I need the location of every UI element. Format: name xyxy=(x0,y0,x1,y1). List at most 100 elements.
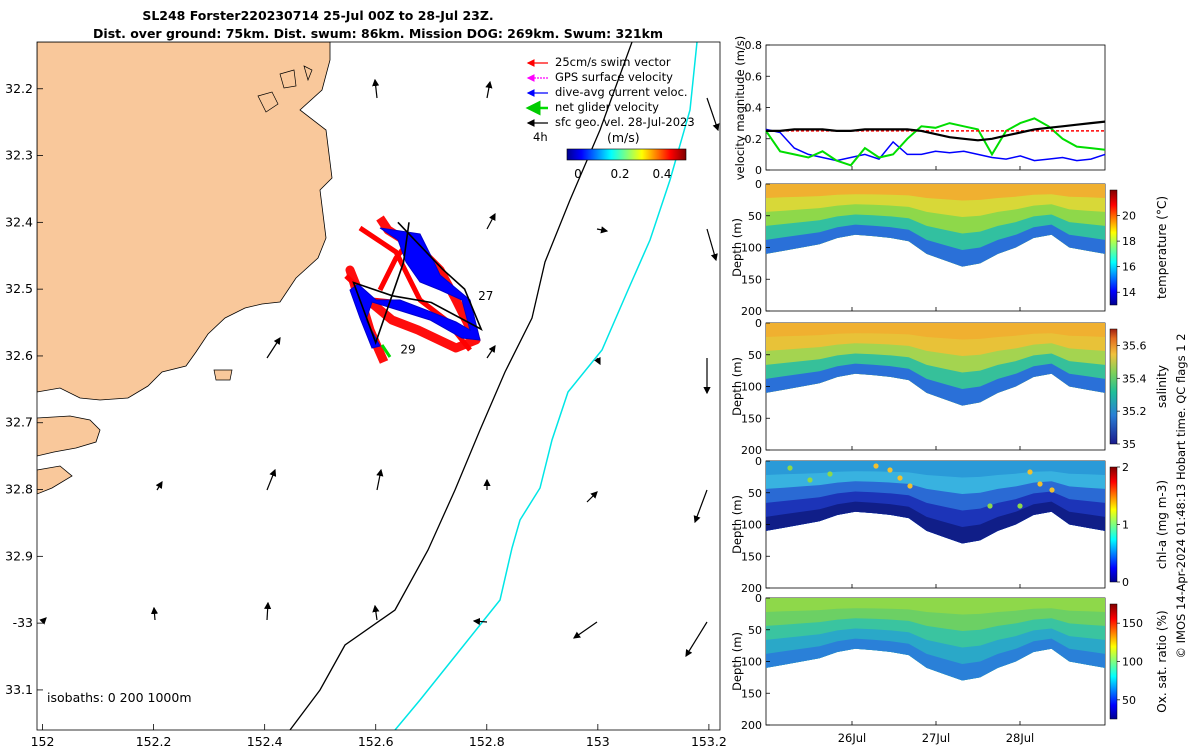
depth-tick-label: 150 xyxy=(741,550,762,563)
panel-colorbar xyxy=(1109,466,1118,583)
panel-colorbar xyxy=(1109,189,1118,306)
colorbar-tick-label: 14 xyxy=(1122,286,1136,299)
isobath-200m xyxy=(289,42,633,730)
velocity-plot-area xyxy=(765,44,1106,171)
lat-tick-label: 32.6 xyxy=(5,348,33,363)
geo-vector xyxy=(706,228,718,262)
colorbar-tick: 0 xyxy=(574,167,582,181)
legend-label: sfc geo. vel. 28-Jul-2023 xyxy=(555,115,695,129)
colorbar-tick-label: 100 xyxy=(1122,656,1143,669)
lat-tick-label: 32.8 xyxy=(5,482,33,497)
chl-sample-dot xyxy=(897,475,903,481)
chl-sample-dot xyxy=(807,477,813,483)
depth-tick-label: 200 xyxy=(741,444,762,457)
geo-vector xyxy=(486,212,496,230)
coastline-islands xyxy=(213,65,313,381)
geo-vector xyxy=(264,601,272,621)
colorbar-tick-label: 35.6 xyxy=(1122,339,1147,352)
chl-sample-dot xyxy=(1037,481,1043,487)
depth-tick-label: 50 xyxy=(748,624,762,637)
chl-sample-dot xyxy=(1049,487,1055,493)
chl-sample-dot xyxy=(987,503,993,509)
legend-item-gps-velocity: GPS surface velocity xyxy=(526,70,673,84)
velocity-series-line xyxy=(765,128,1106,162)
depth-tick-label: 200 xyxy=(741,305,762,318)
geo-vector xyxy=(485,80,493,99)
colorbar-title: (m/s) xyxy=(607,130,640,145)
lat-tick-label: -33 xyxy=(13,615,33,630)
geo-vector xyxy=(586,491,598,503)
lon-tick-label: 152.4 xyxy=(247,734,283,749)
depth-panel: 0 50 100 150 200 Depth (m) 35 35.2 35.4 35.6 salin… xyxy=(730,317,1169,457)
legend-label: GPS surface velocity xyxy=(555,70,673,84)
depth-panel: 0 50 100 150 200 Depth (m) 14 16 18 20 temperature… xyxy=(730,178,1169,318)
map-panel: 27 29 152 152.2 152.4 152.6 152.8 153 153.2 32… xyxy=(5,41,727,749)
colorbar-tick-label: 150 xyxy=(1122,617,1143,630)
depth-tick-label: 150 xyxy=(741,273,762,286)
depth-tick-label: 150 xyxy=(741,412,762,425)
legend-item-net-glider: net glider velocity xyxy=(525,100,659,116)
colorbar-tick-label: 0 xyxy=(1122,576,1129,589)
date-tick-label: 28Jul xyxy=(1006,731,1035,745)
colorbar-tick: 0.2 xyxy=(610,167,629,181)
depth-axis-label: Depth (m) xyxy=(730,218,744,277)
colorbar-tick-label: 1 xyxy=(1122,519,1129,532)
lon-tick-label: 153.2 xyxy=(691,734,727,749)
chl-sample-dot xyxy=(907,483,913,489)
depth-tick-label: 200 xyxy=(741,582,762,595)
velocity-ytick-label: 0 xyxy=(755,164,762,177)
day-marker-label-27: 27 xyxy=(478,289,493,303)
lon-tick-label: 152.8 xyxy=(469,734,505,749)
geo-vector xyxy=(596,226,609,234)
geo-vector xyxy=(685,621,708,658)
lat-tick-label: 32.2 xyxy=(5,81,33,96)
date-axis-ticks: 26Jul 27Jul 28Jul xyxy=(838,166,1035,745)
geo-vector xyxy=(155,480,163,491)
geo-vector xyxy=(376,468,384,491)
colorbar-tick-label: 16 xyxy=(1122,261,1136,274)
colorbar-label: Ox. sat. ratio (%) xyxy=(1155,610,1169,712)
geo-vector xyxy=(573,621,598,639)
geo-vector xyxy=(706,97,720,132)
lon-tick-label: 153 xyxy=(586,734,610,749)
geo-vector xyxy=(266,468,277,491)
copyright-note: © IMOS 14-Apr-2024 01:48:13 Hobart time.… xyxy=(1174,333,1188,658)
map-frame xyxy=(36,41,721,731)
colorbar-tick-label: 50 xyxy=(1122,694,1136,707)
chl-sample-dot xyxy=(887,467,893,473)
velocity-series-line xyxy=(765,117,1106,167)
lat-tick-label: 32.9 xyxy=(5,548,33,563)
geo-vector xyxy=(150,606,159,621)
legend-label: 25cm/s swim vector xyxy=(555,55,671,69)
geo-vector xyxy=(372,604,380,621)
lat-tick-label: 32.3 xyxy=(5,148,33,163)
chl-sample-dot xyxy=(787,465,793,471)
chl-sample-dot xyxy=(873,463,879,469)
section-layer xyxy=(766,501,1105,544)
depth-tick-label: 0 xyxy=(755,592,762,605)
depth-axis-label: Depth (m) xyxy=(730,632,744,691)
net-glider-velocity-segment xyxy=(380,344,392,358)
geo-vector xyxy=(266,336,281,359)
coastline-land xyxy=(37,42,333,401)
depth-tick-label: 100 xyxy=(741,519,762,532)
geo-vector xyxy=(372,78,380,99)
geo-vector xyxy=(39,617,47,625)
speed-colorbar xyxy=(566,148,687,161)
date-tick-label: 27Jul xyxy=(922,731,951,745)
geo-vector xyxy=(486,345,496,359)
section-layer xyxy=(766,638,1105,681)
depth-tick-label: 100 xyxy=(741,656,762,669)
colorbar-tick-label: 35.4 xyxy=(1122,372,1147,385)
chl-sample-dot xyxy=(1017,503,1023,509)
legend-item-swim-vector: 25cm/s swim vector xyxy=(526,55,671,69)
depth-panel: 0 50 100 150 200 Depth (m) 50 100 150 Ox. sat. ra… xyxy=(730,592,1169,732)
velocity-ytick-label: 0.2 xyxy=(745,133,763,146)
velocity-ytick-label: 0.4 xyxy=(745,102,763,115)
chart-title-line2: Dist. over ground: 75km. Dist. swum: 86k… xyxy=(93,26,663,41)
depth-tick-label: 0 xyxy=(755,455,762,468)
colorbar-label: salinity xyxy=(1155,365,1169,408)
panel-colorbar xyxy=(1109,328,1118,445)
day-marker-label-29: 29 xyxy=(400,342,415,356)
